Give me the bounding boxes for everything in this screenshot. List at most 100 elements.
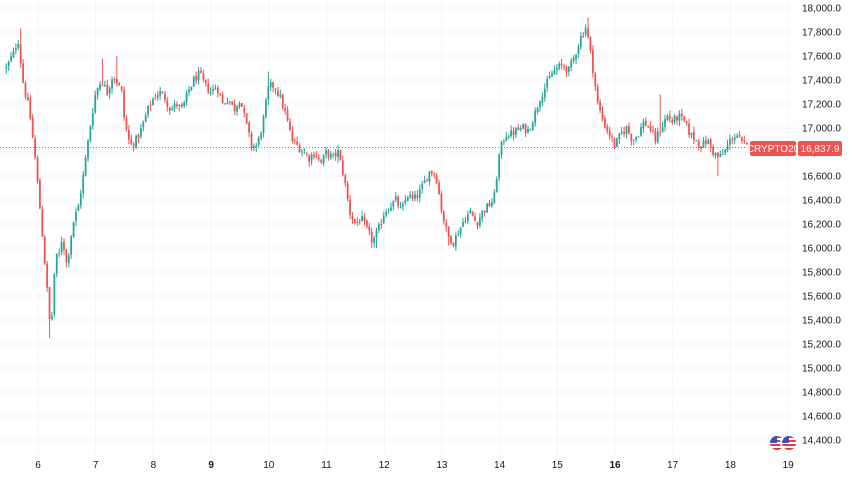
candle-down (709, 139, 712, 147)
candle-down (200, 70, 202, 73)
candle-down (149, 104, 152, 106)
candle-down (22, 63, 24, 83)
candle-down (308, 155, 311, 162)
y-axis[interactable]: 18,000.0 17,800.0 17,600.0 17,400.0 17,200.0… (802, 4, 841, 447)
y-tick-label: 18,000.0 (802, 4, 841, 15)
candle-up (527, 128, 529, 133)
candle-down (161, 91, 164, 94)
candle-up (733, 137, 736, 141)
candle-down (582, 35, 585, 37)
candle-up (551, 73, 553, 77)
candle-up (152, 98, 154, 105)
candle-up (558, 63, 561, 69)
x-axis[interactable]: 6 7 8 9 10 11 12 13 14 15 16 17 18 19 (35, 460, 794, 471)
candle-up (678, 113, 681, 122)
candle-up (135, 136, 137, 148)
candle-up (642, 121, 645, 129)
candle-down (652, 130, 654, 132)
candle-down (416, 195, 419, 198)
candle-up (661, 126, 664, 133)
candles (5, 17, 748, 338)
candle-down (433, 174, 436, 176)
price-tag-bg (798, 141, 842, 156)
y-tick-label: 16,400.0 (802, 196, 841, 207)
candle-up (382, 215, 385, 224)
candle-down (123, 90, 125, 118)
candle-down (411, 195, 414, 199)
candle-up (378, 224, 380, 231)
candle-up (265, 100, 267, 117)
candle-down (274, 88, 277, 90)
candle-down (43, 237, 46, 264)
candle-up (428, 171, 431, 182)
candle-up (510, 130, 513, 137)
candle-down (277, 91, 279, 96)
candle-up (236, 106, 238, 112)
candle-down (320, 160, 323, 163)
candle-up (96, 88, 99, 95)
candle-down (358, 221, 361, 223)
candle-up (464, 221, 467, 223)
candle-down (296, 141, 299, 145)
candle-up (82, 174, 85, 194)
candle-down (630, 134, 633, 142)
candle-up (664, 119, 666, 127)
candle-down (363, 216, 366, 222)
candle-up (53, 274, 56, 315)
candle-up (75, 211, 77, 221)
us-flag-icon[interactable] (780, 434, 798, 452)
candle-up (409, 194, 412, 198)
candle-down (704, 140, 707, 144)
candle-down (240, 103, 243, 107)
candle-down (697, 141, 700, 147)
y-tick-label: 17,600.0 (802, 52, 841, 63)
candle-up (77, 205, 80, 211)
candle-down (445, 222, 448, 227)
candle-up (226, 102, 229, 104)
candle-up (255, 145, 258, 148)
candle-down (512, 131, 515, 136)
candle-up (519, 128, 522, 130)
candle-down (450, 235, 452, 244)
x-tick-label: 15 (552, 460, 564, 471)
candle-down (591, 50, 594, 74)
candle-up (228, 101, 231, 103)
candle-down (476, 222, 479, 227)
candle-down (130, 139, 133, 145)
candle-up (579, 35, 582, 47)
candle-down (118, 83, 121, 86)
candle-down (281, 94, 284, 108)
candle-up (79, 193, 82, 206)
candle-down (29, 99, 32, 119)
candle-up (707, 139, 710, 145)
candle-up (156, 94, 159, 98)
candle-down (659, 132, 662, 134)
candle-up (640, 127, 642, 136)
candle-down (327, 149, 330, 157)
symbol-price-tag[interactable]: CRYPTO20 16,837.9 (747, 141, 842, 156)
candle-up (111, 79, 113, 89)
candle-down (106, 84, 109, 95)
candle-up (478, 217, 481, 226)
candle-down (426, 180, 428, 182)
candle-up (214, 88, 217, 90)
candle-up (507, 136, 510, 138)
candle-down (132, 144, 135, 147)
y-tick-label: 17,200.0 (802, 100, 841, 111)
candle-down (442, 211, 445, 222)
candle-down (115, 79, 118, 84)
candle-up (546, 79, 549, 88)
candle-down (741, 137, 743, 141)
candle-down (738, 134, 741, 137)
last-price-label: 16,837.9 (801, 144, 840, 155)
candle-up (515, 128, 517, 135)
y-tick-label: 14,800.0 (802, 388, 841, 399)
x-tick-label: 11 (321, 460, 332, 471)
candle-down (164, 93, 166, 101)
candle-down (176, 104, 178, 107)
y-axis-panel[interactable] (798, 0, 852, 455)
y-tick-label: 16,600.0 (802, 172, 841, 183)
candle-down (517, 127, 520, 131)
y-tick-label: 17,800.0 (802, 28, 841, 39)
